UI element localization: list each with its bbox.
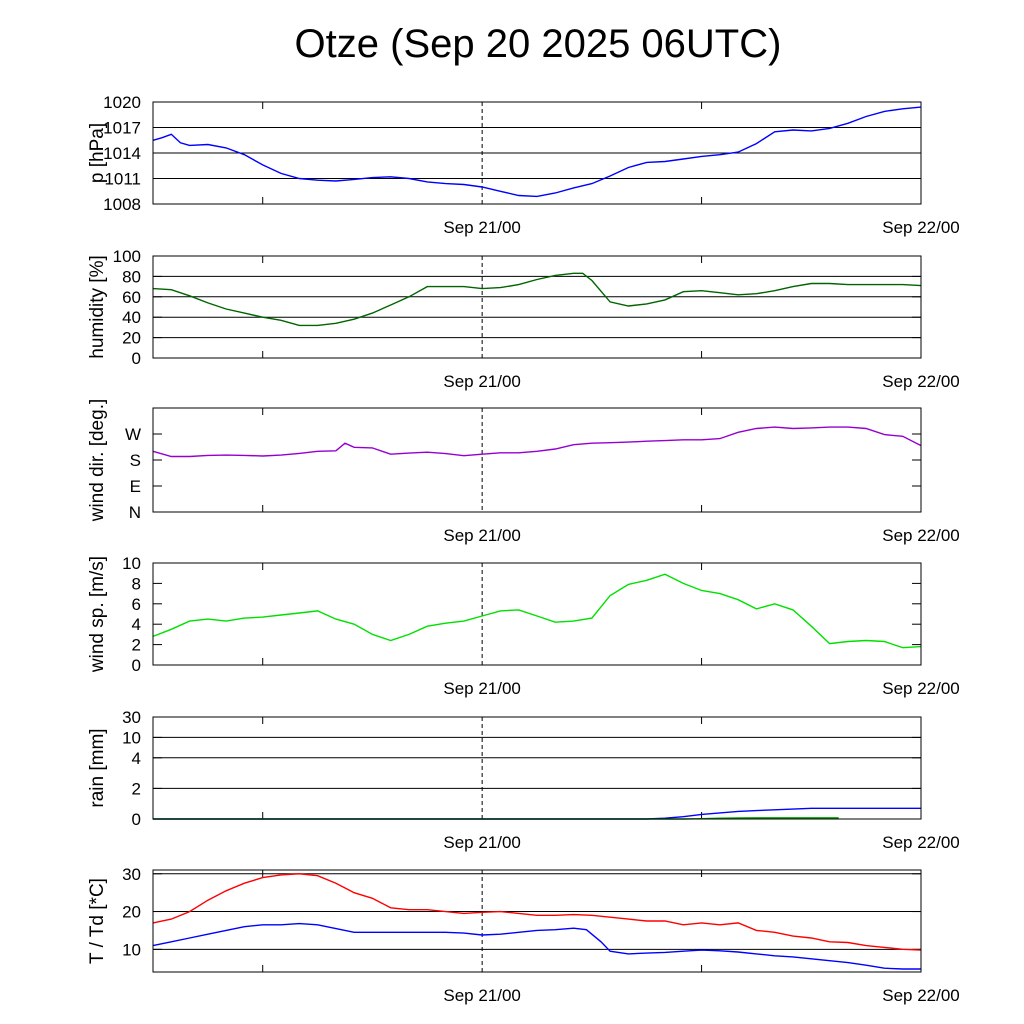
x-tick-label: Sep 21/00 — [443, 218, 521, 237]
x-tick-label: Sep 22/00 — [882, 372, 960, 391]
series-line — [152, 272, 922, 327]
series-line — [153, 807, 921, 820]
y-axis-label: wind sp. [m/s] — [87, 556, 108, 673]
panel-frame — [152, 255, 922, 359]
y-tick-label: 10 — [122, 940, 141, 959]
y-tick-label: 1008 — [103, 195, 141, 214]
y-tick-label: 20 — [122, 329, 141, 348]
y-tick-label: 1020 — [103, 93, 141, 112]
series-line — [152, 573, 922, 649]
y-tick-label: 40 — [122, 308, 141, 327]
panel-frame — [152, 562, 922, 666]
x-tick-label: Sep 22/00 — [882, 679, 960, 698]
y-axis-label: humidity [%] — [87, 255, 108, 358]
y-tick-label: 8 — [132, 574, 141, 593]
y-tick-label: W — [125, 425, 141, 444]
panel-frame — [152, 716, 922, 820]
y-axis-label: wind dir. [deg.] — [87, 399, 108, 523]
y-tick-label: 80 — [122, 267, 141, 286]
y-tick-label: 0 — [132, 349, 141, 368]
x-tick-label: Sep 21/00 — [443, 986, 521, 1005]
y-tick-label: 100 — [113, 247, 141, 266]
y-tick-label: 30 — [122, 865, 141, 884]
y-tick-label: 20 — [122, 903, 141, 922]
x-tick-label: Sep 21/00 — [443, 679, 521, 698]
series-line — [152, 873, 922, 951]
y-tick-label: 60 — [122, 288, 141, 307]
x-tick-label: Sep 22/00 — [882, 218, 960, 237]
y-tick-label: 2 — [132, 779, 141, 798]
y-tick-label: 6 — [132, 595, 141, 614]
y-tick-label: 1011 — [104, 170, 141, 189]
x-tick-label: Sep 22/00 — [882, 986, 960, 1005]
y-tick-label: 4 — [132, 615, 141, 634]
y-tick-label: E — [130, 477, 141, 496]
panel-frame — [152, 407, 922, 513]
y-axis-label: T / Td [*C] — [87, 878, 108, 964]
y-tick-label: 10 — [122, 554, 141, 573]
series-line — [152, 922, 921, 970]
x-tick-label: Sep 22/00 — [882, 833, 960, 852]
panel-frame — [152, 101, 922, 205]
chart-title: Otze (Sep 20 2025 06UTC) — [294, 22, 782, 66]
x-tick-label: Sep 21/00 — [443, 372, 521, 391]
panel-frame — [152, 869, 922, 973]
y-tick-label: S — [130, 451, 141, 470]
y-tick-label: N — [129, 503, 141, 522]
y-tick-label: 1017 — [103, 119, 141, 138]
series-line — [152, 106, 922, 198]
y-tick-label: 1014 — [103, 144, 141, 163]
x-tick-label: Sep 21/00 — [443, 833, 521, 852]
y-tick-label: 10 — [122, 728, 141, 747]
x-tick-label: Sep 22/00 — [882, 526, 960, 545]
y-tick-label: 0 — [132, 656, 141, 675]
x-tick-label: Sep 21/00 — [443, 526, 521, 545]
y-axis-label: rain [mm] — [87, 728, 108, 807]
y-tick-label: 2 — [132, 636, 141, 655]
y-tick-label: 0 — [132, 810, 141, 829]
y-tick-label: 4 — [132, 749, 141, 768]
y-axis-label: p [hPa] — [87, 123, 108, 183]
y-tick-label: 30 — [122, 708, 141, 727]
series-line — [152, 426, 922, 458]
